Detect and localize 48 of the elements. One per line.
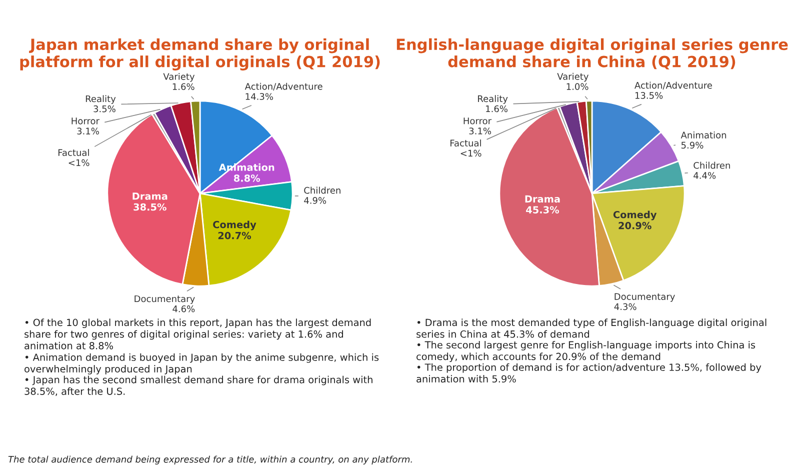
slice-label: Factual (450, 140, 481, 146)
data-label: 14.3% (246, 93, 273, 100)
data-label: 4.9% (304, 197, 326, 204)
slice-label: Action/Adventure (244, 82, 322, 91)
data-label: 3.1% (469, 128, 492, 134)
data-label: 38.5% (134, 203, 166, 211)
slice-label: Children (694, 162, 730, 169)
data-label: 4.3% (614, 303, 636, 310)
slice-label: Horror (72, 118, 100, 124)
chart-title: English-language digital original series genre demand share in China (Q1 2019) (396, 38, 788, 70)
slice-label: Comedy (213, 220, 256, 230)
data-label: 4.6% (172, 305, 195, 312)
slice-label: Reality (478, 95, 508, 104)
slice-label: Children (304, 186, 340, 194)
data-label: 1.0% (566, 83, 588, 90)
text: • Drama is the most demanded type of English-language digital original series in China at 45.3% of demand (416, 318, 766, 338)
data-label: 20.9% (618, 222, 652, 230)
slice-label: Documentary (614, 293, 675, 302)
text: • The proportion of demand is for action/adventure 13.5%, followed by animation with 5.9% (416, 363, 762, 383)
data-label: <1% (68, 159, 90, 166)
slice-label: Documentary (134, 295, 195, 304)
data-label: 45.3% (526, 206, 560, 214)
text: The total audience demand being expressed for a title, within a country, on any platform. (8, 456, 412, 464)
text: • Japan has the second smallest demand share for drama originals with 38.5%, after the U.S. (24, 376, 372, 396)
slice-label: Drama (132, 192, 168, 200)
data-label: 1.6% (172, 83, 194, 90)
text: • Animation demand is buoyed in Japan by the anime subgenre, which is overwhelmingly produced in Japan (24, 353, 379, 374)
chart-title: Japan market demand share by original platform for all digital originals (Q1 2019) (20, 38, 380, 70)
slice-label: Reality (86, 95, 116, 104)
data-label: 20.7% (218, 232, 252, 240)
data-label: <1% (460, 150, 482, 157)
data-label: 3.1% (77, 128, 99, 134)
text: • Of the 10 global markets in this report, Japan has the largest demand share for two genres of digital original series: variety at 1.6% and animation at 8.8% (24, 318, 371, 350)
data-label: 13.5% (635, 92, 663, 99)
slice-label: Variety (163, 72, 195, 82)
slice-label: Drama (525, 195, 560, 203)
data-label: 5.9% (681, 142, 704, 149)
slice-label: Horror (464, 118, 492, 124)
data-label: 4.4% (694, 172, 716, 179)
slice-label: Factual (58, 149, 89, 156)
slice-label: Comedy (613, 210, 657, 220)
slice-label: Animation (680, 132, 726, 138)
text: • The second largest genre for English-language imports into China is comedy, which accounts for 20.9% of the demand (416, 341, 756, 362)
slice-label: Variety (557, 72, 588, 82)
data-label: 1.6% (486, 105, 508, 112)
data-label: 8.8% (234, 174, 260, 182)
data-label: 3.5% (94, 105, 116, 112)
slice-label: Action/Adventure (634, 82, 712, 90)
